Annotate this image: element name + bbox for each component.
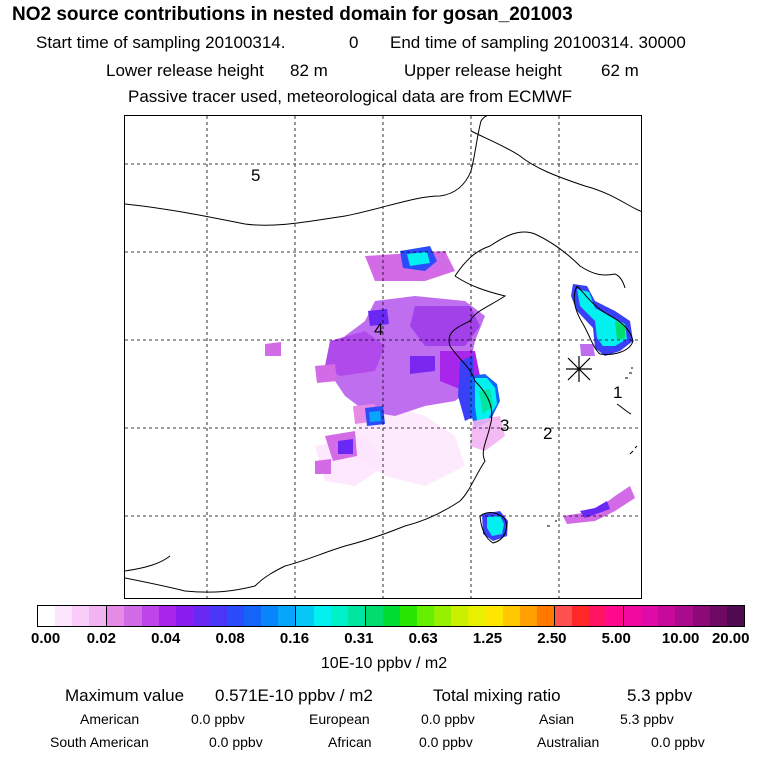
colorbar-swatch <box>330 606 348 626</box>
region-value-african: 0.0 ppbv <box>419 734 473 750</box>
colorbar-swatch <box>313 606 331 626</box>
colorbar-swatch <box>72 606 90 626</box>
region-name-australian: Australian <box>537 734 600 750</box>
colorbar-tick-label: 0.31 <box>344 630 374 647</box>
colorbar-swatch <box>519 606 537 626</box>
colorbar-swatch <box>261 606 279 626</box>
colorbar-tick-label: 0.08 <box>215 630 245 647</box>
lower-release-value: 82 m <box>290 61 328 80</box>
region-name-european: European <box>309 711 370 727</box>
colorbar-swatch <box>536 606 554 626</box>
total-mixing-value: 5.3 ppbv <box>627 686 693 705</box>
colorbar-swatch <box>675 606 693 626</box>
start-hour-value: 0 <box>349 33 359 52</box>
colorbar-units: 10E-10 ppbv / m2 <box>320 655 448 672</box>
colorbar-swatch <box>709 606 727 626</box>
upper-release-value: 62 m <box>601 61 639 80</box>
region-label-4: 4 <box>374 320 383 339</box>
colorbar <box>37 605 745 627</box>
lower-release-label: Lower release height <box>106 61 264 80</box>
colorbar-swatch <box>141 606 159 626</box>
receptor-star-icon <box>566 356 592 382</box>
colorbar-swatch <box>209 606 228 626</box>
region-value-asian: 5.3 ppbv <box>620 711 674 727</box>
colorbar-swatch <box>89 606 107 626</box>
colorbar-swatch <box>55 606 73 626</box>
colorbar-swatch <box>451 606 469 626</box>
region-name-asian: Asian <box>539 711 575 727</box>
colorbar-swatch <box>364 606 383 626</box>
plot-title: NO2 source contributions in nested domai… <box>12 4 573 25</box>
colorbar-swatch <box>553 606 572 626</box>
colorbar-swatch <box>399 606 418 626</box>
map-svg: 1 2 3 4 5 <box>125 116 641 598</box>
colorbar-swatch <box>658 606 676 626</box>
colorbar-tick-label: 0.00 <box>31 630 61 647</box>
max-value: 0.571E-10 ppbv / m2 <box>215 686 373 705</box>
concentration-plumes <box>265 246 635 541</box>
region-labels: 1 2 3 4 5 <box>251 166 622 443</box>
max-value-label: Maximum value <box>65 686 185 705</box>
region-name-african: African <box>328 734 372 750</box>
colorbar-swatch <box>227 606 245 626</box>
colorbar-tick-label: 10.00 <box>661 630 700 647</box>
colorbar-swatch <box>192 606 210 626</box>
colorbar-tick-label: 0.63 <box>408 630 438 647</box>
colorbar-swatch <box>726 606 744 626</box>
region-value-american: 0.0 ppbv <box>191 711 245 727</box>
colorbar-tick-label: 0.16 <box>279 630 310 647</box>
region-label-2: 2 <box>543 424 552 443</box>
colorbar-tick-label: 5.00 <box>601 630 631 647</box>
colorbar-tick-label: 0.04 <box>151 630 181 647</box>
colorbar-tick-label: 0.02 <box>86 630 116 647</box>
colorbar-tick-label: 20.00 <box>711 630 750 647</box>
colorbar-swatch <box>417 606 435 626</box>
colorbar-swatch <box>692 606 710 626</box>
colorbar-swatch <box>641 606 659 626</box>
colorbar-tick-label: 2.50 <box>537 630 567 647</box>
end-time-label: End time of sampling 20100314. 30000 <box>390 33 686 52</box>
region-label-1: 1 <box>613 383 622 402</box>
tracer-note: Passive tracer used, meteorological data… <box>128 87 573 106</box>
colorbar-tick-label: 1.25 <box>472 630 503 647</box>
colorbar-swatch <box>571 606 589 626</box>
colorbar-swatch <box>278 606 296 626</box>
colorbar-swatch <box>502 606 520 626</box>
colorbar-swatch <box>158 606 176 626</box>
colorbar-swatch <box>606 606 624 626</box>
colorbar-swatch <box>382 606 400 626</box>
map-panel: 1 2 3 4 5 <box>124 115 642 599</box>
region-label-3: 3 <box>500 416 509 435</box>
region-name-american: American <box>80 711 140 727</box>
colorbar-swatch <box>468 606 486 626</box>
colorbar-swatch <box>124 606 142 626</box>
upper-release-label: Upper release height <box>404 61 562 80</box>
region-value-south-american: 0.0 ppbv <box>209 734 263 750</box>
colorbar-swatch <box>485 606 503 626</box>
colorbar-swatch <box>295 606 314 626</box>
colorbar-swatch <box>106 606 125 626</box>
colorbar-swatch <box>175 606 193 626</box>
region-value-australian: 0.0 ppbv <box>651 734 705 750</box>
colorbar-swatch <box>589 606 607 626</box>
colorbar-swatch <box>244 606 262 626</box>
lat-lon-grid <box>125 116 641 598</box>
total-mixing-label: Total mixing ratio <box>433 686 561 705</box>
colorbar-swatch <box>623 606 642 626</box>
start-time-label: Start time of sampling 20100314. <box>36 33 286 52</box>
colorbar-swatch <box>347 606 365 626</box>
region-name-south-american: South American <box>50 734 149 750</box>
region-value-european: 0.0 ppbv <box>421 711 475 727</box>
colorbar-swatch <box>38 606 56 626</box>
coastlines <box>125 116 641 593</box>
region-label-5: 5 <box>251 166 260 185</box>
colorbar-swatch <box>434 606 452 626</box>
